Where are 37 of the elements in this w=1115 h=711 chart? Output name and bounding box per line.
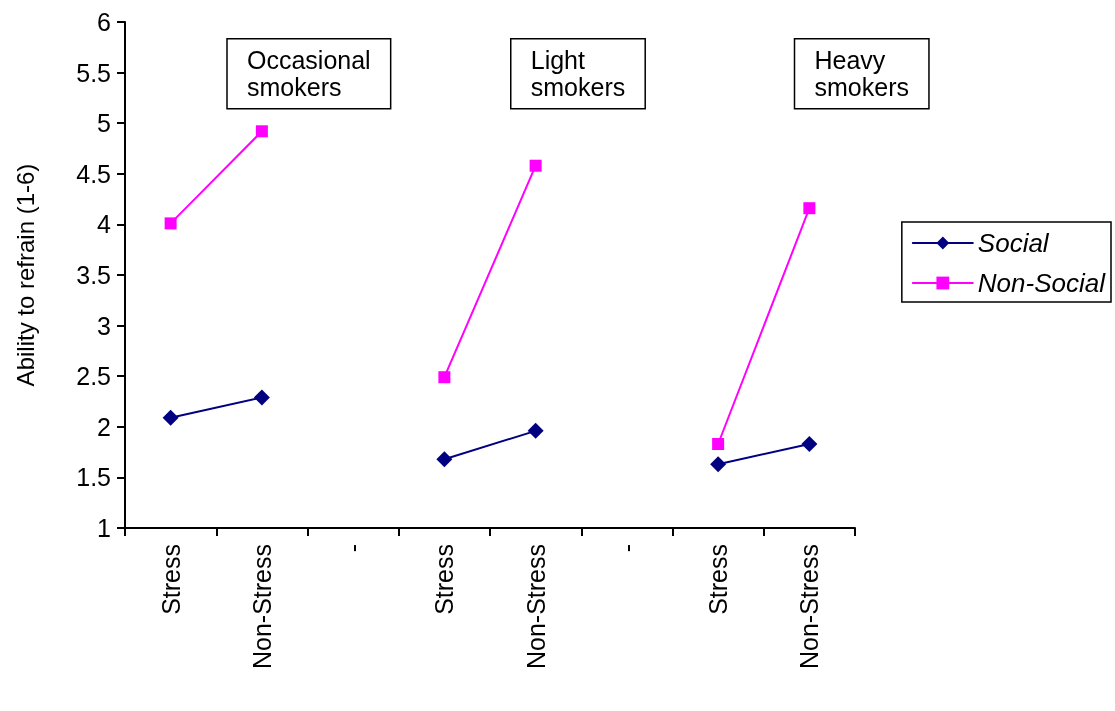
point bbox=[164, 217, 177, 230]
x-tick-label: Non-Stress bbox=[521, 544, 550, 670]
legend-label: Social bbox=[977, 228, 1050, 258]
point bbox=[438, 371, 451, 384]
annotation: Heavy smokers bbox=[814, 46, 909, 102]
point bbox=[162, 409, 179, 426]
y-tick-label: 6 bbox=[97, 8, 111, 36]
y-axis-title: Ability to refrain (1-6) bbox=[11, 163, 39, 387]
x-tick-label: Stress bbox=[156, 544, 185, 615]
x-tick-label: Non-Stress bbox=[247, 544, 276, 670]
point bbox=[803, 202, 816, 215]
legend-label: Non-Social bbox=[977, 268, 1107, 298]
y-tick-label: 3.5 bbox=[76, 261, 111, 289]
y-tick-label: 5 bbox=[97, 109, 111, 138]
y-tick-label: 4 bbox=[97, 210, 112, 239]
x-tick-label: - bbox=[612, 544, 641, 553]
x-tick-label: Non-Stress bbox=[795, 544, 824, 670]
x-tick-label: Stress bbox=[704, 544, 733, 615]
y-tick-label: 2.5 bbox=[76, 362, 111, 391]
annotation: Occasional smokers bbox=[247, 46, 371, 102]
y-tick-label: 1.5 bbox=[76, 463, 111, 492]
point bbox=[712, 438, 725, 450]
y-tick-label: 3 bbox=[97, 311, 111, 340]
point bbox=[527, 422, 544, 439]
point bbox=[253, 389, 270, 406]
point bbox=[710, 456, 727, 473]
y-tick-label: 5.5 bbox=[76, 58, 111, 87]
x-tick-label: - bbox=[339, 544, 368, 553]
point bbox=[436, 451, 453, 468]
point bbox=[529, 159, 542, 172]
annotation: Light smokers bbox=[530, 46, 626, 102]
point bbox=[801, 436, 818, 452]
y-tick-label: 1 bbox=[97, 514, 111, 542]
point bbox=[255, 125, 268, 138]
y-tick-label: 4.5 bbox=[76, 159, 111, 188]
y-tick-label: 2 bbox=[97, 412, 111, 441]
x-tick-label: Stress bbox=[430, 544, 459, 615]
